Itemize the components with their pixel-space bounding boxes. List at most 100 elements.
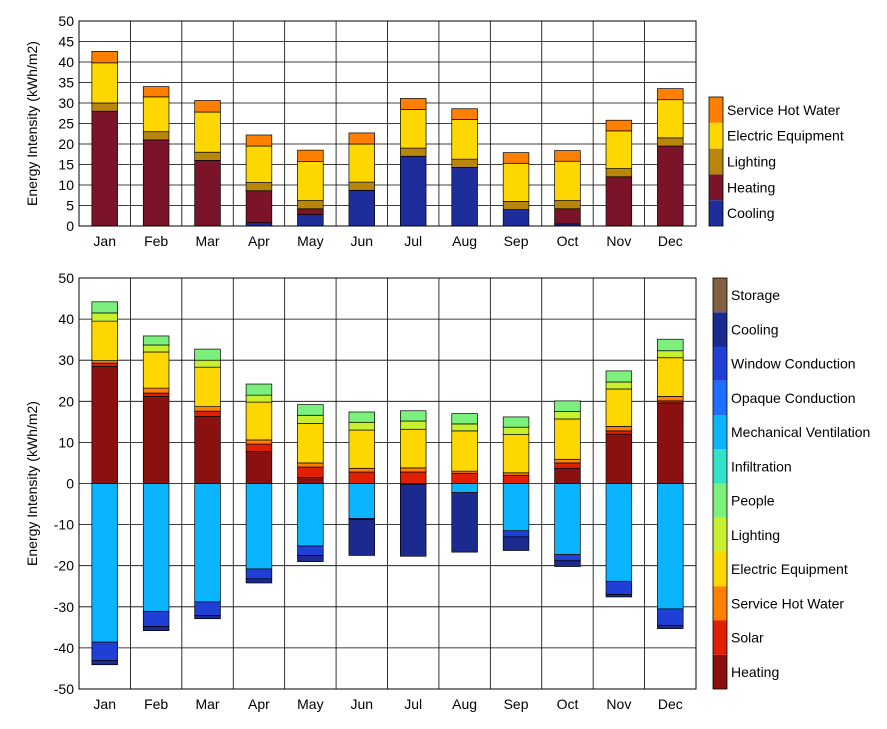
bottom-bar-people-dec — [657, 338, 684, 352]
bottom-chart: -50 -40 -30 -20 -10 0 10 20 30 40 50 Jan Feb Mar Apr Ma… — [24, 270, 870, 712]
top-bar-cooling-sep — [502, 209, 530, 227]
bottom-bar-lighting-oct — [554, 411, 581, 420]
bottom-bar-people-jan — [91, 301, 118, 314]
bottom-bar-mechanical-ventilation-mar — [194, 483, 221, 603]
bottom-legend-border — [712, 277, 728, 690]
bottom-y-axis-label: Energy Intensity (kWh/m2) — [24, 401, 40, 566]
bottom-bar-lighting-mar — [194, 359, 221, 368]
top-x-tick-label: Sep — [504, 233, 529, 249]
bottom-bar-people-apr — [245, 383, 273, 396]
top-bar-service-hot-water-apr — [245, 134, 273, 147]
top-x-tick-label: Dec — [658, 233, 683, 249]
bottom-bar-mechanical-ventilation-nov — [605, 483, 633, 582]
top-bar-cooling-may — [297, 214, 324, 227]
bottom-bar-window-conduction-sep — [502, 530, 530, 538]
top-bar-electric-equipment-jul — [400, 109, 427, 149]
top-legend-label: Heating — [727, 179, 775, 195]
bottom-bar-lighting-jul — [400, 420, 427, 430]
top-x-tick-label: Apr — [248, 233, 270, 249]
top-bar-electric-equipment-may — [297, 161, 324, 201]
bottom-bar-cooling-nov — [605, 594, 633, 598]
bottom-bar-lighting-feb — [142, 344, 170, 353]
bottom-bar-window-conduction-mar — [194, 601, 221, 616]
bottom-bar-service-hot-water-jul — [400, 467, 427, 473]
bottom-bar-people-sep — [502, 416, 530, 428]
bottom-bar-mechanical-ventilation-dec — [657, 483, 684, 610]
bottom-bar-service-hot-water-oct — [554, 458, 581, 464]
bottom-legend-swatch — [713, 380, 727, 415]
top-y-tick-label: 0 — [66, 218, 74, 234]
bottom-x-tick-label: Oct — [557, 696, 579, 712]
top-bar-electric-equipment-feb — [142, 96, 170, 133]
top-legend-swatch — [709, 174, 723, 201]
bottom-bar-heating-may — [297, 476, 324, 484]
bottom-bar-heating-apr — [245, 451, 273, 484]
top-y-tick-label: 25 — [58, 116, 74, 132]
bottom-x-tick-label: Dec — [658, 696, 683, 712]
bottom-bar-service-hot-water-dec — [657, 396, 684, 402]
bottom-bar-mechanical-ventilation-may — [297, 483, 324, 547]
top-bar-service-hot-water-oct — [554, 150, 581, 162]
top-y-tick-label: 40 — [58, 54, 74, 70]
bottom-y-tick-label: -20 — [54, 558, 74, 574]
bottom-legend-swatch — [713, 278, 727, 313]
bottom-legend-swatch — [713, 449, 727, 484]
top-bar-service-hot-water-jan — [91, 50, 118, 64]
bottom-bar-heating-jan — [91, 366, 118, 484]
top-bar-heating-jan — [91, 110, 118, 227]
top-bar-service-hot-water-nov — [605, 119, 633, 132]
top-legend-swatch — [709, 122, 723, 149]
bottom-legend-label: Service Hot Water — [731, 595, 844, 611]
bottom-legend-swatch — [713, 552, 727, 587]
top-bar-lighting-dec — [657, 137, 684, 147]
bottom-bar-service-hot-water-sep — [502, 472, 530, 476]
bottom-bar-service-hot-water-jun — [348, 467, 375, 473]
bottom-bar-solar-sep — [502, 474, 530, 484]
bottom-legend-label: Lighting — [731, 527, 780, 543]
bottom-x-tick-label: Sep — [504, 696, 529, 712]
bottom-legend-swatch — [713, 346, 727, 381]
top-bar-heating-apr — [245, 190, 273, 224]
bottom-bar-electric-equipment-may — [297, 423, 324, 464]
top-bar-cooling-jul — [400, 155, 427, 227]
bottom-bar-heating-feb — [142, 396, 170, 484]
bottom-legend-swatch — [713, 483, 727, 518]
bottom-bar-window-conduction-jan — [91, 641, 118, 661]
bottom-bar-solar-jan — [91, 362, 118, 367]
top-y-tick-label: 35 — [58, 75, 74, 91]
top-y-tick-label: 50 — [58, 13, 74, 29]
bottom-bar-window-conduction-nov — [605, 580, 633, 595]
top-legend-label: Electric Equipment — [727, 128, 844, 144]
bottom-bar-electric-equipment-mar — [194, 366, 221, 407]
bottom-legend-label: Opaque Conduction — [731, 390, 856, 406]
bottom-legend-label: Mechanical Ventilation — [731, 424, 870, 440]
top-bar-lighting-mar — [194, 151, 221, 161]
bottom-x-tick-label: Jun — [351, 696, 374, 712]
top-bar-service-hot-water-mar — [194, 100, 221, 113]
top-bar-lighting-jun — [348, 181, 375, 191]
bottom-bar-people-jul — [400, 410, 427, 422]
bottom-bar-solar-apr — [245, 443, 273, 452]
bottom-bar-cooling-may — [297, 555, 324, 562]
top-chart: 0 5 10 15 20 25 30 35 40 45 50 Jan Feb Mar Apr May Jun Ju… — [24, 13, 844, 249]
bottom-bar-lighting-may — [297, 414, 324, 424]
bottom-y-tick-label: 20 — [58, 393, 74, 409]
bottom-legend-swatch — [713, 415, 727, 450]
bottom-bar-electric-equipment-jul — [400, 428, 427, 469]
top-x-tick-label: Jun — [351, 233, 374, 249]
bottom-bar-electric-equipment-nov — [605, 388, 633, 427]
bottom-legend-label: Infiltration — [731, 458, 792, 474]
bottom-bar-solar-jul — [400, 471, 427, 484]
top-bar-service-hot-water-aug — [451, 108, 478, 120]
top-x-tick-label: May — [297, 233, 323, 249]
top-bar-lighting-aug — [451, 158, 478, 168]
bottom-bar-mechanical-ventilation-sep — [502, 483, 530, 532]
bottom-bar-service-hot-water-nov — [605, 426, 633, 432]
bottom-bar-electric-equipment-aug — [451, 430, 478, 472]
top-bar-electric-equipment-oct — [554, 160, 581, 201]
top-bar-lighting-jul — [400, 147, 427, 157]
top-y-axis-label: Energy Intensity (kWh/m2) — [24, 41, 40, 206]
bottom-bar-service-hot-water-apr — [245, 439, 273, 445]
bottom-bar-cooling-oct — [554, 560, 581, 567]
top-y-tick-label: 30 — [58, 95, 74, 111]
